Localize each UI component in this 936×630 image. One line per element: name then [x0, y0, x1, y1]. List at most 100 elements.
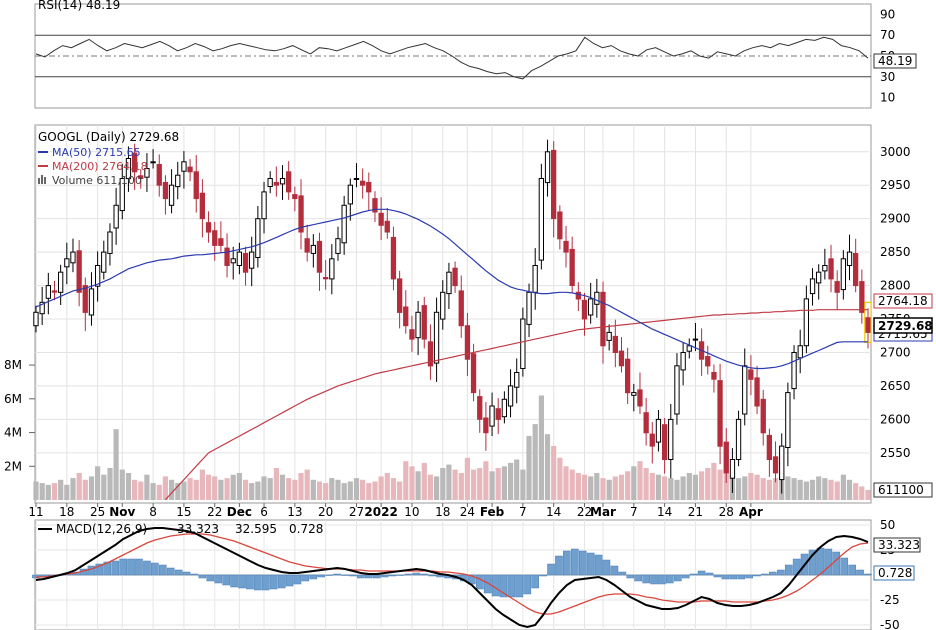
- volume-bar: [581, 474, 588, 500]
- candle-body: [64, 258, 70, 268]
- macd-hist-bar: [151, 562, 159, 576]
- volume-ytick-label: 4M: [4, 426, 22, 440]
- volume-bar: [754, 474, 760, 500]
- x-tick-label: 11: [28, 505, 43, 519]
- hist-value-box: 0.728: [873, 565, 915, 581]
- macd-hist-bar: [666, 574, 674, 584]
- candle-body: [797, 345, 803, 359]
- rsi-last-label: 48.19: [878, 54, 912, 68]
- candle-body: [51, 290, 58, 293]
- macd-hist-bar: [309, 574, 318, 580]
- price-ytick-label: 2900: [880, 212, 911, 226]
- candle-body: [532, 265, 538, 293]
- macd-hist-bar: [856, 569, 864, 576]
- price-title: GOOGL (Daily) 2729.68: [38, 130, 179, 144]
- candle-body: [286, 171, 292, 193]
- macd-hist-bar: [761, 573, 769, 576]
- macd-hist-bar: [650, 574, 658, 585]
- candle-body: [310, 244, 317, 254]
- macd-hist-bar: [642, 574, 650, 584]
- volume-bar: [637, 461, 643, 500]
- volume-bar: [397, 481, 403, 500]
- macd-hist-bar: [483, 574, 492, 594]
- candle-body: [834, 281, 840, 293]
- macd-hist-bar: [578, 550, 587, 576]
- x-tick-label: 14: [546, 505, 561, 519]
- volume-bar: [353, 478, 360, 500]
- candle-body: [298, 195, 304, 233]
- volume-bar: [495, 468, 501, 500]
- macd-hist-bar: [206, 574, 215, 582]
- volume-bar: [816, 476, 822, 500]
- volume-bar: [298, 473, 304, 500]
- candle-body: [483, 417, 489, 434]
- macd-value-box: 33.323: [873, 537, 921, 553]
- candle-body: [150, 161, 156, 164]
- volume-bar: [588, 476, 594, 500]
- volume-bar: [508, 462, 514, 500]
- macd-hist-bar: [523, 574, 532, 595]
- volume-bar: [261, 476, 267, 500]
- candle-body: [335, 238, 341, 254]
- candle-body: [70, 251, 76, 264]
- macd-hist-bar: [816, 547, 825, 576]
- volume-bar: [532, 424, 538, 500]
- volume-bar: [273, 468, 279, 500]
- volume-bar: [606, 479, 612, 500]
- volume-bar: [132, 479, 138, 500]
- macd-hist-bar: [222, 574, 230, 586]
- candle-body: [255, 218, 261, 258]
- volume-bar: [514, 459, 520, 500]
- volume-bar: [853, 483, 859, 500]
- macd-hist-bar: [840, 557, 849, 576]
- volume-bar: [390, 478, 397, 500]
- candle-body: [686, 345, 692, 352]
- macd-hist-bar: [674, 574, 682, 582]
- macd-legend-value: 33.323: [177, 522, 219, 536]
- candle-body: [625, 358, 631, 394]
- candle-body: [526, 291, 532, 325]
- volume-bar: [70, 478, 76, 500]
- volume-bar: [51, 483, 58, 500]
- volume-ytick-label: 8M: [4, 358, 22, 372]
- volume-bar: [748, 473, 754, 500]
- price-ytick-label: 2600: [880, 412, 911, 426]
- macd-hist-bar: [380, 574, 389, 578]
- volume-bar: [643, 468, 649, 500]
- candle-body: [551, 149, 557, 220]
- x-tick-label: Nov: [109, 505, 135, 519]
- volume-bar: [88, 476, 95, 500]
- candle-body: [606, 331, 612, 341]
- macd-hist-bar: [626, 574, 635, 579]
- candle-body: [748, 369, 754, 380]
- candle-body: [816, 271, 822, 284]
- candle-body: [45, 285, 52, 299]
- candle-body: [403, 306, 409, 327]
- candle-body: [637, 389, 643, 407]
- macd-hist-bar: [357, 574, 365, 579]
- candle-body: [273, 182, 280, 186]
- last-price-box: 2729.68: [873, 317, 933, 334]
- candle-body: [557, 211, 563, 240]
- macd-hist-bar: [333, 573, 341, 576]
- volume-bar: [668, 478, 674, 500]
- candle-body: [618, 350, 625, 367]
- volume-bar: [125, 473, 132, 500]
- volume-bar: [699, 471, 705, 500]
- candle-body: [785, 392, 791, 449]
- candle-body: [655, 418, 662, 443]
- volume-bar: [680, 476, 686, 500]
- volume-bar: [618, 474, 625, 500]
- volume-bar: [218, 479, 224, 500]
- macd-hist-bar: [832, 551, 841, 576]
- volume-bar: [717, 469, 723, 500]
- volume-bar: [723, 473, 729, 500]
- macd-hist-bar: [753, 574, 761, 577]
- rsi-panel: RSI(14) 48.19 9070503010 48.19: [34, 0, 917, 109]
- volume-bar: [649, 473, 655, 500]
- candle-body: [766, 434, 773, 460]
- macd-hist-bar: [404, 573, 413, 576]
- candle-body: [33, 311, 39, 327]
- candle-body: [397, 278, 403, 313]
- candle-body: [495, 408, 501, 420]
